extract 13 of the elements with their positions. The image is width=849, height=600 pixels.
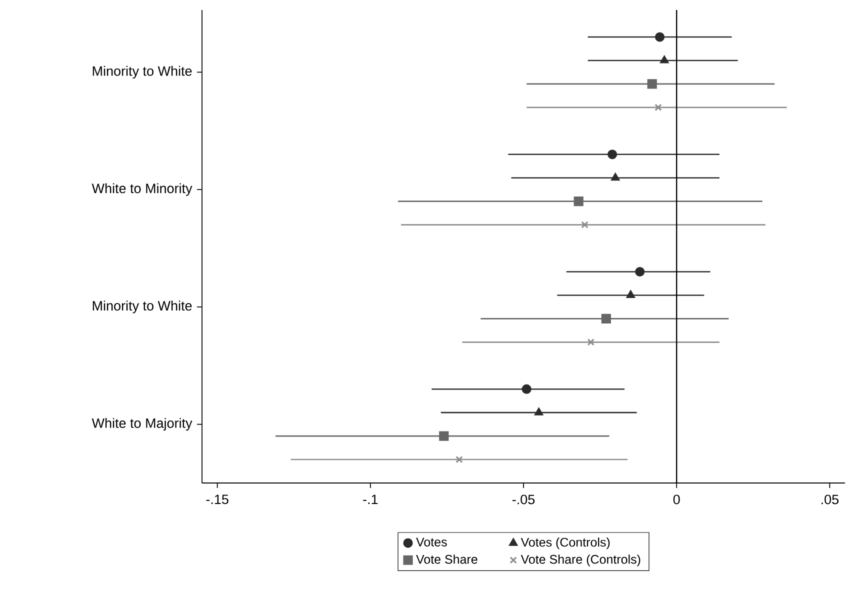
x-tick-label: -.15 xyxy=(206,494,228,504)
y-tick-label: White to Majority xyxy=(92,418,192,431)
x-tick-label: .05 xyxy=(822,494,839,504)
x-tick-label: -.1 xyxy=(363,494,378,504)
y-tick-label: Minority to White xyxy=(92,300,192,314)
x-tick-label: -.05 xyxy=(512,494,535,504)
legend-label: Vote Share xyxy=(416,554,478,564)
x-tick-label: 0 xyxy=(673,494,680,504)
legend-label: Votes xyxy=(416,538,447,546)
y-tick-label: Minority to White xyxy=(92,66,192,79)
y-tick-label: White to Minority xyxy=(92,183,192,196)
legend-label: Vote Share (Controls) xyxy=(520,554,640,566)
legend-label: Votes (Controls) xyxy=(520,537,610,550)
